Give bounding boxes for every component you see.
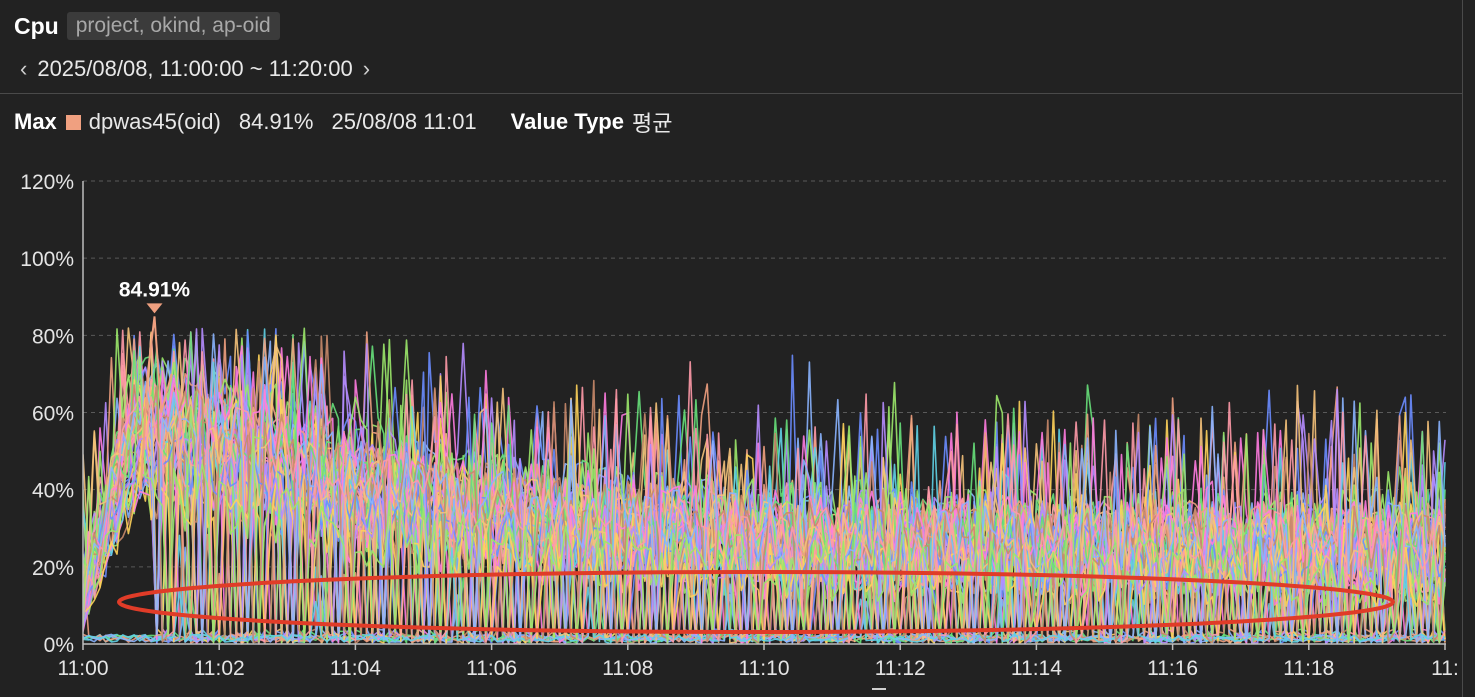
series-line[interactable]: [83, 371, 1446, 644]
series-line[interactable]: [83, 328, 1446, 645]
scroll-indicator[interactable]: [872, 688, 886, 690]
max-series-name[interactable]: dpwas45(oid): [88, 109, 221, 134]
header-divider: [0, 93, 1462, 94]
value-type-label: Value Type: [510, 109, 624, 134]
y-tick-label: 60%: [32, 403, 74, 426]
series-line[interactable]: [83, 356, 1446, 645]
annotation-ellipse: [117, 570, 1395, 634]
y-tick-label: 0%: [44, 634, 74, 657]
x-tick-label: 11:08: [602, 657, 653, 680]
chevron-left-icon[interactable]: ‹: [20, 56, 28, 81]
x-tick-label: 11:16: [1147, 657, 1198, 680]
x-tick-label: 11:04: [330, 657, 381, 680]
max-marker-label: 84.91%: [119, 278, 191, 301]
time-range-navigator: ‹ 2025/08/08, 11:00:00 ~ 11:20:00 ›: [20, 56, 370, 82]
y-tick-label: 80%: [32, 325, 74, 348]
x-tick-label: 11:18: [1283, 657, 1334, 680]
scope-tag[interactable]: project, okind, ap-oid: [66, 12, 280, 40]
x-tick-label: 11:06: [466, 657, 517, 680]
panel-edge: [1462, 0, 1463, 697]
max-summary: Max dpwas45(oid) 84.91% 25/08/08 11:01 V…: [14, 106, 672, 138]
x-tick-label: 11:14: [1011, 657, 1062, 680]
x-tick-label: 11:12: [875, 657, 926, 680]
max-time: 25/08/08 11:01: [331, 109, 477, 134]
chevron-right-icon[interactable]: ›: [362, 56, 371, 81]
x-tick-label: 11:10: [739, 657, 790, 680]
y-tick-label: 100%: [20, 248, 74, 271]
x-tick-label: 11:00: [58, 657, 109, 680]
time-range-text[interactable]: 2025/08/08, 11:00:00 ~ 11:20:00: [37, 56, 353, 81]
max-series-line[interactable]: [139, 316, 173, 490]
max-label: Max: [14, 109, 57, 134]
series-swatch: [65, 114, 81, 130]
x-tick-label: 11:02: [194, 657, 245, 680]
value-type-value[interactable]: 평균: [631, 111, 673, 136]
y-tick-label: 120%: [20, 171, 74, 194]
y-tick-label: 40%: [32, 480, 74, 503]
series-line[interactable]: [83, 547, 1446, 643]
max-marker-icon: [146, 303, 163, 314]
chart-title: Cpu: [14, 12, 59, 39]
y-tick-label: 20%: [32, 557, 74, 580]
x-tick-label: 11:: [1431, 657, 1459, 680]
series-line[interactable]: [83, 351, 1446, 644]
max-value: 84.91%: [238, 109, 314, 134]
